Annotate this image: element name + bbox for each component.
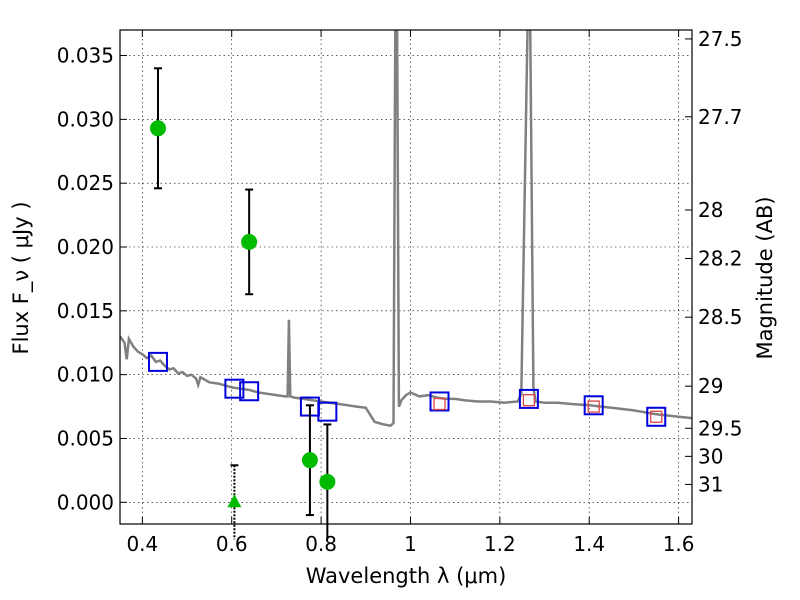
y-tick-label: 0.010 (57, 363, 114, 387)
model-square-marker (518, 388, 539, 409)
model-square-marker (583, 395, 604, 416)
y-tick-label: 0.015 (57, 299, 114, 323)
y-tick-label: 0.020 (57, 235, 114, 259)
y-axis-label: Flux F_ν ( μJy ) (9, 201, 34, 354)
model-square-marker (646, 406, 667, 427)
data-points (149, 120, 336, 508)
detection-point (319, 473, 336, 490)
detection-point (301, 452, 318, 469)
x-tick-label: 1 (404, 532, 417, 556)
model-square-marker (317, 401, 338, 422)
spectrum-line (120, 30, 692, 428)
model-square-marker (429, 391, 450, 412)
mag-tick-label: 31 (698, 472, 723, 496)
x-tick-label: 0.4 (126, 532, 158, 556)
x-tick-label: 0.6 (216, 532, 248, 556)
nir-square-marker (433, 397, 446, 411)
detection-point (149, 120, 166, 137)
mag-tick-label: 29.5 (698, 416, 743, 440)
nir-square-marker (587, 400, 600, 413)
grid-lines (120, 30, 692, 524)
x-tick-label: 1.4 (573, 532, 605, 556)
mag-tick-label: 27.7 (698, 105, 743, 129)
model-photometry-squares (147, 351, 667, 427)
detection-point (241, 233, 258, 250)
x-tick-label: 1.2 (484, 532, 516, 556)
mag-tick-label: 27.5 (698, 27, 743, 51)
plot-frame (119, 29, 693, 525)
x-tick-label: 1.6 (663, 532, 695, 556)
right-axis-label: Magnitude (AB) (753, 196, 777, 359)
model-square-marker (224, 378, 245, 399)
nir-square-marker (522, 394, 536, 407)
model-spectrum (120, 30, 692, 428)
y-tick-label: 0.030 (57, 107, 114, 131)
mag-tick-label: 30 (698, 444, 723, 468)
model-square-marker (147, 351, 168, 372)
x-tick-label: 0.8 (305, 532, 337, 556)
error-bars (153, 67, 332, 540)
y-tick-label: 0.000 (57, 490, 114, 514)
mag-tick-label: 28.5 (698, 305, 743, 329)
y-tick-label: 0.025 (57, 171, 114, 195)
nir-square-marker (650, 410, 663, 423)
y-tick-label: 0.005 (57, 426, 114, 450)
y-tick-label: 0.035 (57, 44, 114, 68)
x-axis-label: Wavelength λ (μm) (306, 564, 507, 588)
axis-ticks: 0.4 0.6 0.8 1 1.2 1.4 1.6 0.000 0.005 0.010 0.015 0… (57, 27, 743, 556)
mag-tick-label: 28.2 (698, 246, 743, 270)
mag-tick-label: 29 (698, 374, 723, 398)
upper-limit-marker (227, 494, 242, 508)
mag-tick-label: 28 (698, 198, 723, 222)
model-square-marker (239, 381, 260, 402)
